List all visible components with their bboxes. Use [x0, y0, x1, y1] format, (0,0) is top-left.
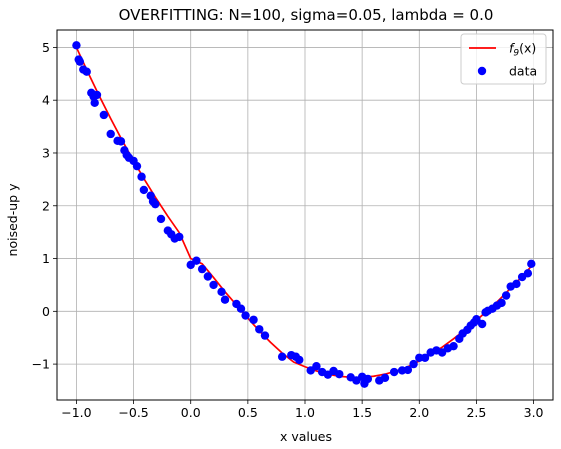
y-tick-label: 4 [42, 93, 50, 108]
data-point [106, 129, 115, 139]
data-point [295, 355, 304, 365]
data-point [92, 90, 102, 100]
data-point [312, 362, 321, 371]
x-axis-ticks: −1.0 −0.5 0.0 0.5 1.0 1.5 2.0 2.5 3.0 [61, 400, 544, 420]
legend-point-swatch [477, 66, 487, 76]
grid [57, 30, 553, 400]
legend-fit-tail: (x) [519, 41, 536, 56]
data-point [335, 369, 344, 379]
x-tick-label: 0.0 [181, 405, 201, 420]
x-tick-label: 1.0 [295, 405, 315, 420]
data-point [403, 365, 413, 375]
y-tick-label: −1 [32, 357, 50, 372]
legend: f9(x) data [460, 33, 547, 85]
data-point [241, 311, 250, 320]
data-point [437, 348, 447, 357]
data-point [260, 331, 270, 340]
data-point [99, 110, 109, 120]
data-point [249, 315, 258, 324]
data-point [75, 57, 85, 66]
data-point [420, 353, 430, 362]
x-tick-label: 3.0 [524, 405, 544, 420]
data-point [501, 291, 511, 300]
data-point [363, 374, 373, 384]
data-point [132, 161, 142, 171]
data-point [156, 214, 166, 224]
y-tick-label: 2 [42, 198, 50, 213]
data-point [72, 41, 81, 50]
legend-fit-main: f [509, 41, 515, 56]
data-point [472, 315, 481, 324]
y-tick-label: 1 [42, 251, 50, 266]
x-tick-label: 0.5 [238, 405, 258, 420]
data-point [523, 269, 533, 278]
data-point [139, 185, 149, 195]
legend-label-fit: f9(x) [509, 41, 536, 59]
x-tick-label: −1.0 [61, 405, 91, 420]
data-point [197, 264, 207, 274]
y-axis-ticks: −1 0 1 2 3 4 5 [32, 40, 57, 372]
legend-label-data: data [509, 64, 537, 79]
data-point [116, 137, 126, 146]
data-point [389, 367, 399, 377]
data-point [90, 98, 99, 108]
y-tick-label: 5 [42, 40, 50, 55]
data-point [512, 279, 521, 289]
data-point [477, 319, 487, 329]
data-point [409, 359, 418, 369]
x-tick-label: 2.0 [409, 405, 429, 420]
legend-fit-sub: 9 [513, 49, 519, 59]
data-point [192, 256, 201, 265]
data-point [151, 199, 160, 209]
data-point [209, 280, 218, 290]
data-point [449, 341, 458, 351]
x-tick-label: 1.5 [352, 405, 372, 420]
data-point [527, 259, 536, 269]
data-point [236, 304, 246, 313]
data-point [82, 67, 91, 76]
y-tick-label: 3 [42, 145, 50, 160]
x-tick-label: 2.5 [466, 405, 486, 420]
data-point [175, 232, 184, 242]
x-tick-label: −0.5 [118, 405, 148, 420]
x-axis-label: x values [280, 429, 332, 444]
data-point [203, 272, 213, 281]
data-point [220, 295, 230, 304]
chart-title: OVERFITTING: N=100, sigma=0.05, lambda =… [119, 6, 494, 24]
data-point [277, 352, 287, 361]
y-axis-label: noised-up y [5, 183, 20, 257]
data-point [217, 287, 226, 296]
data-point [380, 373, 390, 383]
y-tick-label: 0 [42, 304, 50, 319]
data-point-layer [72, 41, 536, 388]
data-point [255, 325, 264, 334]
data-point [497, 298, 506, 308]
data-point [137, 172, 146, 181]
